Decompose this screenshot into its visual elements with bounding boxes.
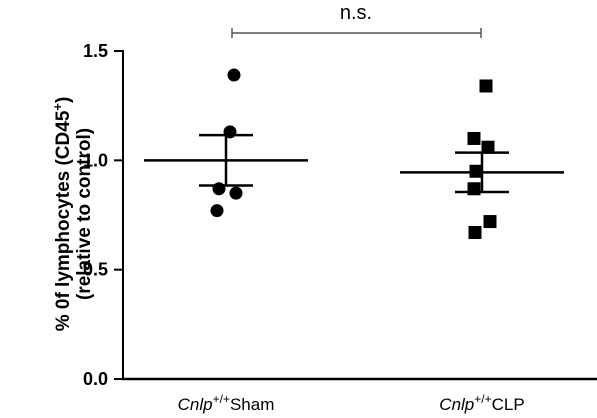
y-tick-label-1: 0.5 [83, 260, 108, 280]
group-1 [400, 79, 564, 239]
group-1-point-4 [467, 182, 481, 196]
group-1-point-0 [479, 79, 493, 93]
significance-bracket: n.s. [231, 2, 482, 38]
y-axis-ticks: 0.0 0.5 1.0 1.5 [83, 41, 123, 389]
data-groups [144, 68, 564, 239]
y-tick-label-0: 0.0 [83, 369, 108, 389]
group-1-point-6 [468, 225, 482, 239]
x-category-label-0-suffix: Sham [230, 395, 274, 414]
y-axis-label-line1: % 0f lymphocytes (CD45 [53, 110, 74, 331]
group-0-point-3 [229, 186, 243, 200]
x-category-label-0-sup: +/+ [213, 392, 230, 406]
x-category-label-1: Cnlp+/+CLP [439, 392, 524, 414]
group-1-point-2 [481, 140, 495, 154]
x-category-label-1-sup: +/+ [474, 392, 491, 406]
x-category-label-1-prefix: Cnlp [439, 395, 474, 414]
y-axis-label-line1-end: ) [53, 97, 74, 103]
x-category-label-0-prefix: Cnlp [178, 395, 213, 414]
x-category-label-0: Cnlp+/+Sham [178, 392, 275, 414]
y-tick-label-3: 1.5 [83, 41, 108, 61]
group-1-point-1 [467, 131, 481, 145]
group-0-point-0 [227, 68, 241, 82]
svg-text:% 0f lymphocytes (CD45+): % 0f lymphocytes (CD45+) [50, 97, 75, 332]
group-1-point-3 [469, 164, 483, 178]
group-0-point-4 [210, 204, 224, 218]
y-axis-label-sup: + [50, 103, 65, 111]
y-tick-label-2: 1.0 [83, 150, 108, 170]
group-0-point-1 [223, 125, 237, 139]
group-0-point-2 [212, 182, 226, 196]
significance-label: n.s. [340, 2, 372, 24]
y-axis-label-line2: (relative to control) [74, 128, 95, 300]
group-1-point-5 [483, 215, 497, 229]
x-category-label-1-suffix: CLP [492, 395, 525, 414]
y-axis-label: % 0f lymphocytes (CD45+) (relative to co… [50, 97, 96, 332]
group-0 [144, 68, 308, 218]
x-axis-category-labels: Cnlp+/+Sham Cnlp+/+CLP [178, 392, 525, 414]
